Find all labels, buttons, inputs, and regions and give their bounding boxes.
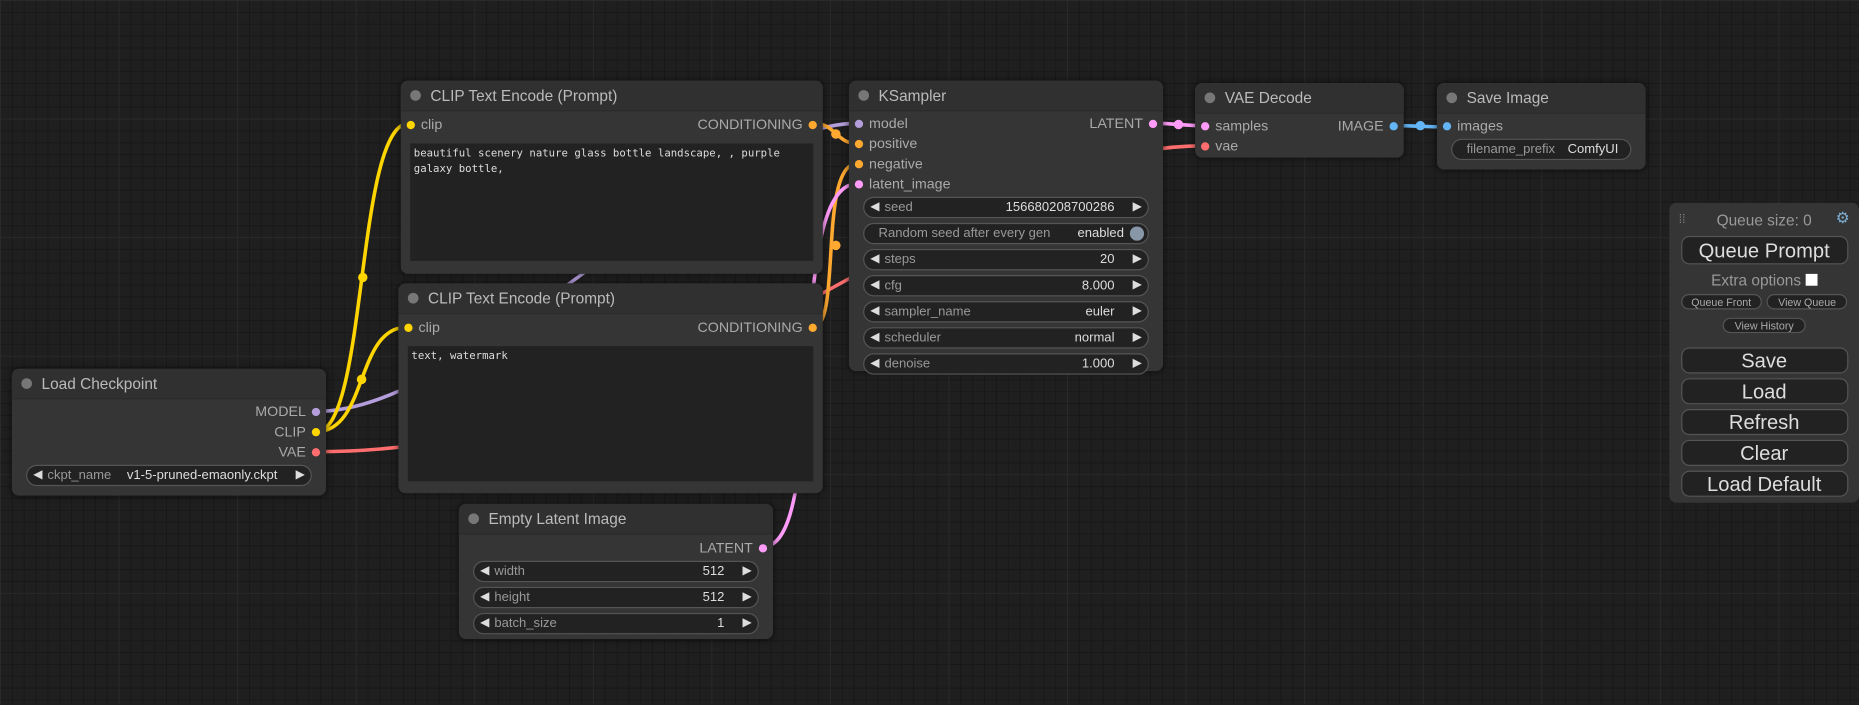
batch-size-widget[interactable]: ◀ batch_size 1 ▶ xyxy=(473,612,759,635)
node-title[interactable]: KSampler xyxy=(848,80,1164,112)
prompt-textarea[interactable]: beautiful scenery nature glass bottle la… xyxy=(410,143,814,261)
input-samples[interactable]: samples xyxy=(1201,116,1268,136)
random-seed-toggle[interactable]: Random seed after every gen enabled xyxy=(863,222,1149,245)
cfg-widget[interactable]: ◀ cfg 8.000 ▶ xyxy=(863,275,1149,297)
input-images[interactable]: images xyxy=(1442,116,1503,136)
refresh-button[interactable]: Refresh xyxy=(1680,409,1848,436)
view-queue-button[interactable]: View Queue xyxy=(1766,294,1848,310)
input-model[interactable]: model xyxy=(854,114,908,134)
width-widget[interactable]: ◀ width 512 ▶ xyxy=(473,560,759,583)
node-vae-decode[interactable]: VAE Decode samples IMAGE vae xyxy=(1195,82,1404,158)
node-title[interactable]: Load Checkpoint xyxy=(11,368,327,400)
denoise-widget[interactable]: ◀ denoise 1.000 ▶ xyxy=(863,353,1149,375)
node-empty-latent-image[interactable]: Empty Latent Image LATENT ◀ width 512 ▶ ◀ he… xyxy=(458,503,774,640)
extra-options-checkbox[interactable] xyxy=(1805,273,1818,286)
node-title[interactable]: Save Image xyxy=(1436,82,1646,114)
input-vae[interactable]: vae xyxy=(1201,136,1238,156)
output-model[interactable]: MODEL xyxy=(255,402,321,422)
node-title[interactable]: Empty Latent Image xyxy=(458,503,774,535)
sampler-name-widget[interactable]: ◀ sampler_name euler ▶ xyxy=(863,301,1149,323)
extra-options-label: Extra options xyxy=(1711,271,1802,290)
queue-menu: ⁞⁞ Queue size: 0 ⚙ Queue Prompt Extra op… xyxy=(1669,202,1859,503)
node-title[interactable]: CLIP Text Encode (Prompt) xyxy=(398,283,823,315)
node-ksampler[interactable]: KSampler model LATENT positive negative l… xyxy=(848,80,1164,375)
node-title[interactable]: VAE Decode xyxy=(1195,82,1404,114)
input-negative[interactable]: negative xyxy=(854,154,923,174)
drag-handle-icon[interactable]: ⁞⁞ xyxy=(1678,213,1686,227)
load-default-button[interactable]: Load Default xyxy=(1680,470,1848,497)
output-latent[interactable]: LATENT xyxy=(699,538,768,558)
clear-button[interactable]: Clear xyxy=(1680,439,1848,466)
output-conditioning[interactable]: CONDITIONING xyxy=(698,318,817,338)
queue-size: Queue size: 0 xyxy=(1716,211,1812,229)
queue-front-button[interactable]: Queue Front xyxy=(1680,294,1762,310)
seed-widget[interactable]: ◀ seed 156680208700286 ▶ xyxy=(863,196,1149,219)
node-clip-text-encode-negative[interactable]: CLIP Text Encode (Prompt) clip CONDITIONI… xyxy=(398,283,823,494)
node-clip-text-encode-positive[interactable]: CLIP Text Encode (Prompt) clip CONDITIONI… xyxy=(400,80,823,274)
output-clip[interactable]: CLIP xyxy=(274,422,321,442)
output-image[interactable]: IMAGE xyxy=(1338,116,1398,136)
output-vae[interactable]: VAE xyxy=(278,442,321,462)
output-latent[interactable]: LATENT xyxy=(1089,114,1158,134)
input-positive[interactable]: positive xyxy=(854,134,917,154)
node-load-checkpoint[interactable]: Load Checkpoint MODEL CLIP VAE ◀ ckpt_nam… xyxy=(11,368,327,496)
output-conditioning[interactable]: CONDITIONING xyxy=(698,115,817,135)
input-clip[interactable]: clip xyxy=(406,115,442,135)
steps-widget[interactable]: ◀ steps 20 ▶ xyxy=(863,248,1149,271)
gear-icon[interactable]: ⚙ xyxy=(1835,208,1850,227)
node-title[interactable]: CLIP Text Encode (Prompt) xyxy=(400,80,823,112)
ckpt-name-combo[interactable]: ◀ ckpt_name v1-5-pruned-emaonly.ckpt ▶ xyxy=(26,464,312,487)
view-history-button[interactable]: View History xyxy=(1722,317,1806,334)
queue-prompt-button[interactable]: Queue Prompt xyxy=(1680,235,1848,265)
scheduler-widget[interactable]: ◀ scheduler normal ▶ xyxy=(863,327,1149,349)
node-save-image[interactable]: Save Image images filename_prefix ComfyUI xyxy=(1436,82,1646,170)
filename-prefix-widget[interactable]: filename_prefix ComfyUI xyxy=(1451,138,1632,161)
height-widget[interactable]: ◀ height 512 ▶ xyxy=(473,586,759,609)
input-latent-image[interactable]: latent_image xyxy=(854,174,951,194)
input-clip[interactable]: clip xyxy=(404,318,440,338)
save-button[interactable]: Save xyxy=(1680,347,1848,374)
load-button[interactable]: Load xyxy=(1680,378,1848,405)
prompt-textarea[interactable]: text, watermark xyxy=(407,346,814,482)
